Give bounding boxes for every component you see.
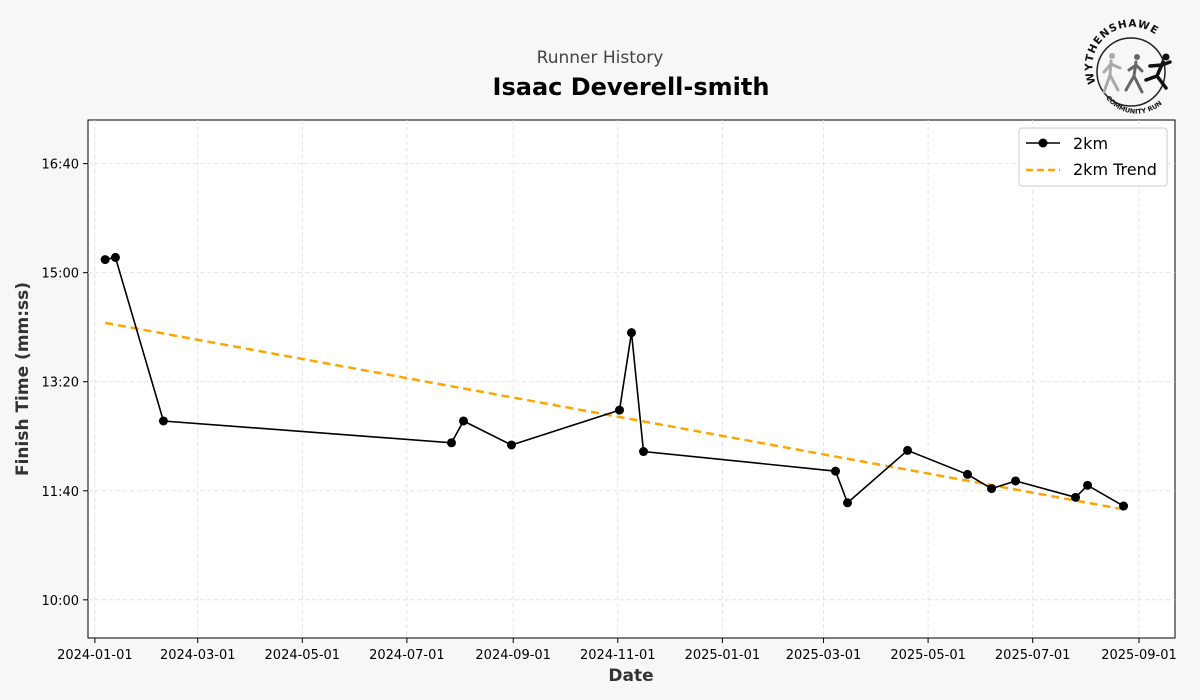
x-tick-label: 2024-03-01	[160, 648, 236, 663]
logo-runner-1	[1102, 53, 1122, 94]
legend: 2km 2km Trend	[1018, 127, 1168, 187]
data-point-2km	[627, 328, 636, 338]
data-point-2km	[1083, 480, 1093, 490]
data-point-2km	[446, 438, 456, 448]
legend-2km-label: 2km	[1073, 134, 1108, 153]
y-tick-label: 13:20	[42, 376, 79, 391]
logo-runner-3	[1144, 53, 1172, 90]
data-point-2km	[987, 484, 997, 494]
club-logo: WYTHENSHAWE COMMUNITY RUN	[1083, 18, 1172, 116]
data-point-2km	[903, 445, 913, 455]
data-point-2km	[843, 498, 853, 508]
legend-2km-marker	[1038, 138, 1048, 148]
x-tick-label: 2025-01-01	[685, 648, 761, 663]
data-point-2km	[100, 255, 110, 265]
x-tick-label: 2024-05-01	[265, 648, 341, 663]
data-point-2km	[1119, 501, 1129, 511]
data-point-2km	[1011, 476, 1021, 486]
trend-line	[104, 321, 1124, 511]
trend-series	[104, 321, 1124, 511]
data-point-2km	[110, 252, 120, 262]
legend-trend-label: 2km Trend	[1073, 160, 1157, 179]
chart-title: Isaac Deverell-smith	[493, 73, 770, 101]
x-tick-label: 2024-11-01	[580, 648, 656, 663]
y-tick-label: 11:40	[42, 485, 79, 500]
data-point-2km	[506, 440, 516, 450]
data-point-2km	[1071, 492, 1081, 502]
data-point-2km	[639, 447, 649, 457]
x-tick-label: 2025-05-01	[890, 648, 966, 663]
data-point-2km	[963, 469, 973, 479]
x-axis-label: Date	[608, 666, 653, 686]
data-point-2km	[158, 416, 168, 426]
y-tick-label: 16:40	[42, 158, 79, 173]
chart-subtitle: Runner History	[537, 48, 664, 68]
data-point-2km	[458, 416, 468, 426]
logo-ring	[1096, 37, 1166, 107]
x-tick-label: 2024-09-01	[475, 648, 551, 663]
x-axis-ticks: 2024-01-01 2024-03-01 2024-05-01 2024-07-01…	[57, 638, 1177, 663]
y-tick-label: 15:00	[42, 267, 79, 282]
data-point-2km	[614, 405, 624, 415]
y-axis-label: Finish Time (mm:ss)	[13, 282, 33, 476]
y-tick-label: 10:00	[42, 594, 79, 609]
logo-top-text: WYTHENSHAWE	[1083, 18, 1161, 86]
logo-runner-2	[1124, 54, 1144, 94]
data-point-2km	[831, 466, 841, 476]
plot-area	[87, 119, 1176, 639]
2km-series	[100, 252, 1129, 511]
x-tick-label: 2025-03-01	[786, 648, 862, 663]
series-line-2km	[104, 256, 1124, 507]
x-tick-label: 2025-09-01	[1101, 648, 1177, 663]
x-tick-label: 2024-01-01	[57, 648, 133, 663]
x-tick-label: 2024-07-01	[369, 648, 445, 663]
x-tick-label: 2025-07-01	[995, 648, 1071, 663]
y-axis-ticks: 10:00 11:40 13:20 15:00 16:40	[42, 158, 88, 609]
